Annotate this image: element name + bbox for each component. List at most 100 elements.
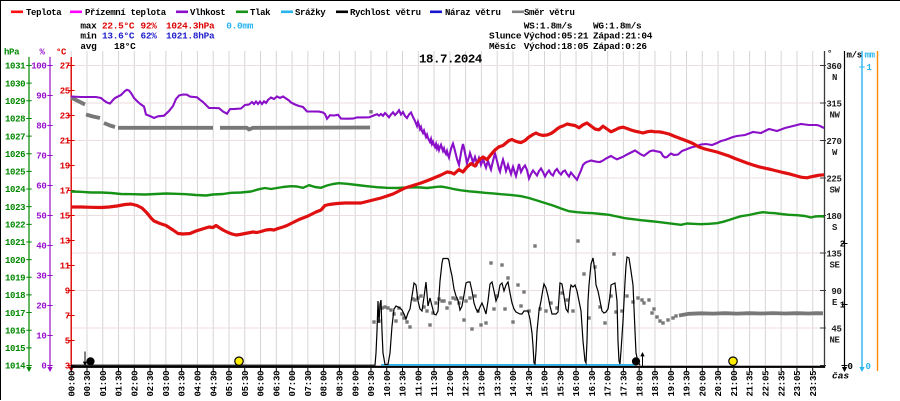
svg-text:5: 5	[65, 337, 70, 347]
svg-text:13:30: 13:30	[493, 371, 503, 397]
svg-text:05:00: 05:00	[225, 371, 235, 397]
svg-text:21:35: 21:35	[746, 371, 756, 397]
svg-text:40: 40	[36, 242, 46, 252]
svg-text:90: 90	[831, 287, 841, 297]
svg-text:1018: 1018	[5, 291, 25, 301]
svg-text:03:30: 03:30	[178, 371, 188, 397]
svg-text:°C: °C	[56, 48, 67, 58]
svg-text:E: E	[832, 298, 838, 308]
svg-text:90: 90	[36, 92, 46, 102]
svg-text:10:00: 10:00	[383, 371, 393, 397]
svg-text:180: 180	[826, 212, 841, 222]
svg-text:NW: NW	[829, 111, 840, 121]
svg-text:08:00: 08:00	[320, 371, 330, 397]
svg-text:Rychlost větru: Rychlost větru	[350, 8, 421, 18]
svg-text:20: 20	[36, 302, 46, 312]
svg-text:07:30: 07:30	[304, 371, 314, 397]
svg-text:SE: SE	[829, 261, 840, 271]
svg-text:04:30: 04:30	[209, 371, 219, 397]
svg-text:Vlhkost: Vlhkost	[190, 8, 225, 18]
svg-text:70: 70	[36, 152, 46, 162]
svg-text:18:30: 18:30	[651, 371, 661, 397]
svg-text:00:00: 00:00	[67, 371, 77, 397]
svg-text:9: 9	[65, 287, 70, 297]
svg-text:1017: 1017	[5, 309, 25, 319]
svg-text:Východ:05:21: Východ:05:21	[524, 31, 589, 42]
svg-text:Tlak: Tlak	[250, 8, 271, 18]
svg-text:30: 30	[36, 272, 46, 282]
svg-text:22:35: 22:35	[777, 371, 787, 397]
svg-text:1024: 1024	[5, 185, 26, 195]
svg-text:m/s: m/s	[847, 51, 862, 61]
svg-text:WG:1.8m/s: WG:1.8m/s	[593, 20, 642, 31]
svg-text:NE: NE	[829, 336, 840, 346]
svg-text:135: 135	[826, 249, 841, 259]
svg-text:1020: 1020	[5, 256, 25, 266]
svg-text:1022: 1022	[5, 221, 25, 231]
svg-text:1: 1	[840, 301, 846, 311]
svg-text:12:30: 12:30	[462, 371, 472, 397]
svg-text:avg: avg	[80, 41, 97, 52]
svg-text:0: 0	[848, 362, 853, 372]
svg-text:N: N	[832, 73, 837, 83]
svg-text:60: 60	[36, 182, 46, 192]
svg-text:13:00: 13:00	[478, 371, 488, 397]
svg-text:1026: 1026	[5, 150, 25, 160]
svg-text:Náraz větru: Náraz větru	[445, 8, 501, 18]
svg-text:80: 80	[36, 122, 46, 132]
svg-text:19:00: 19:00	[667, 371, 677, 397]
svg-text:62%: 62%	[141, 31, 158, 42]
svg-text:14:00: 14:00	[509, 371, 519, 397]
svg-text:18:00: 18:00	[635, 371, 645, 397]
svg-text:22:05: 22:05	[761, 371, 771, 397]
svg-text:20:30: 20:30	[714, 371, 724, 397]
svg-text:225: 225	[826, 174, 841, 184]
svg-text:%: %	[40, 48, 46, 58]
svg-text:21:00: 21:00	[730, 371, 740, 397]
svg-text:1030: 1030	[5, 79, 25, 89]
svg-text:02:00: 02:00	[130, 371, 140, 397]
svg-text:00:30: 00:30	[83, 371, 93, 397]
svg-text:hPa: hPa	[4, 48, 20, 58]
svg-text:17: 17	[60, 187, 70, 197]
svg-text:13: 13	[60, 237, 70, 247]
svg-text:1: 1	[867, 63, 873, 73]
svg-text:Západ:0:26: Západ:0:26	[593, 41, 647, 52]
svg-text:1031: 1031	[5, 62, 26, 72]
svg-text:50: 50	[36, 212, 46, 222]
svg-text:100: 100	[31, 62, 46, 72]
svg-text:15:30: 15:30	[556, 371, 566, 397]
svg-text:09:00: 09:00	[351, 371, 361, 397]
svg-text:1016: 1016	[5, 326, 25, 336]
svg-text:1021: 1021	[5, 238, 26, 248]
svg-text:15:00: 15:00	[541, 371, 551, 397]
svg-text:21: 21	[60, 137, 71, 147]
svg-text:Slunce: Slunce	[489, 31, 522, 42]
svg-text:1025: 1025	[5, 168, 25, 178]
svg-text:360: 360	[826, 62, 841, 72]
svg-text:max: max	[80, 20, 97, 31]
svg-text:17:00: 17:00	[604, 371, 614, 397]
svg-text:Měsíc: Měsíc	[489, 41, 517, 52]
svg-text:12:00: 12:00	[446, 371, 456, 397]
svg-text:1019: 1019	[5, 274, 25, 284]
svg-text:1021.8hPa: 1021.8hPa	[166, 31, 215, 42]
svg-text:01:30: 01:30	[115, 371, 125, 397]
svg-text:10:30: 10:30	[399, 371, 409, 397]
svg-text:270: 270	[826, 137, 841, 147]
svg-text:18.7.2024: 18.7.2024	[419, 52, 483, 66]
svg-text:čas: čas	[832, 371, 849, 382]
svg-text:01:00: 01:00	[99, 371, 109, 397]
svg-text:13.6°C: 13.6°C	[102, 31, 135, 42]
svg-text:20:00: 20:00	[698, 371, 708, 397]
svg-text:11:30: 11:30	[430, 371, 440, 397]
svg-text:1024.3hPa: 1024.3hPa	[166, 20, 215, 31]
svg-text:WS:1.8m/s: WS:1.8m/s	[524, 20, 573, 31]
svg-text:17:30: 17:30	[620, 371, 630, 397]
svg-text:S: S	[832, 223, 838, 233]
svg-text:10: 10	[36, 332, 46, 342]
svg-text:19:30: 19:30	[683, 371, 693, 397]
svg-text:23: 23	[60, 112, 70, 122]
svg-text:25: 25	[60, 87, 70, 97]
svg-text:Východ:18:05: Východ:18:05	[524, 41, 589, 52]
